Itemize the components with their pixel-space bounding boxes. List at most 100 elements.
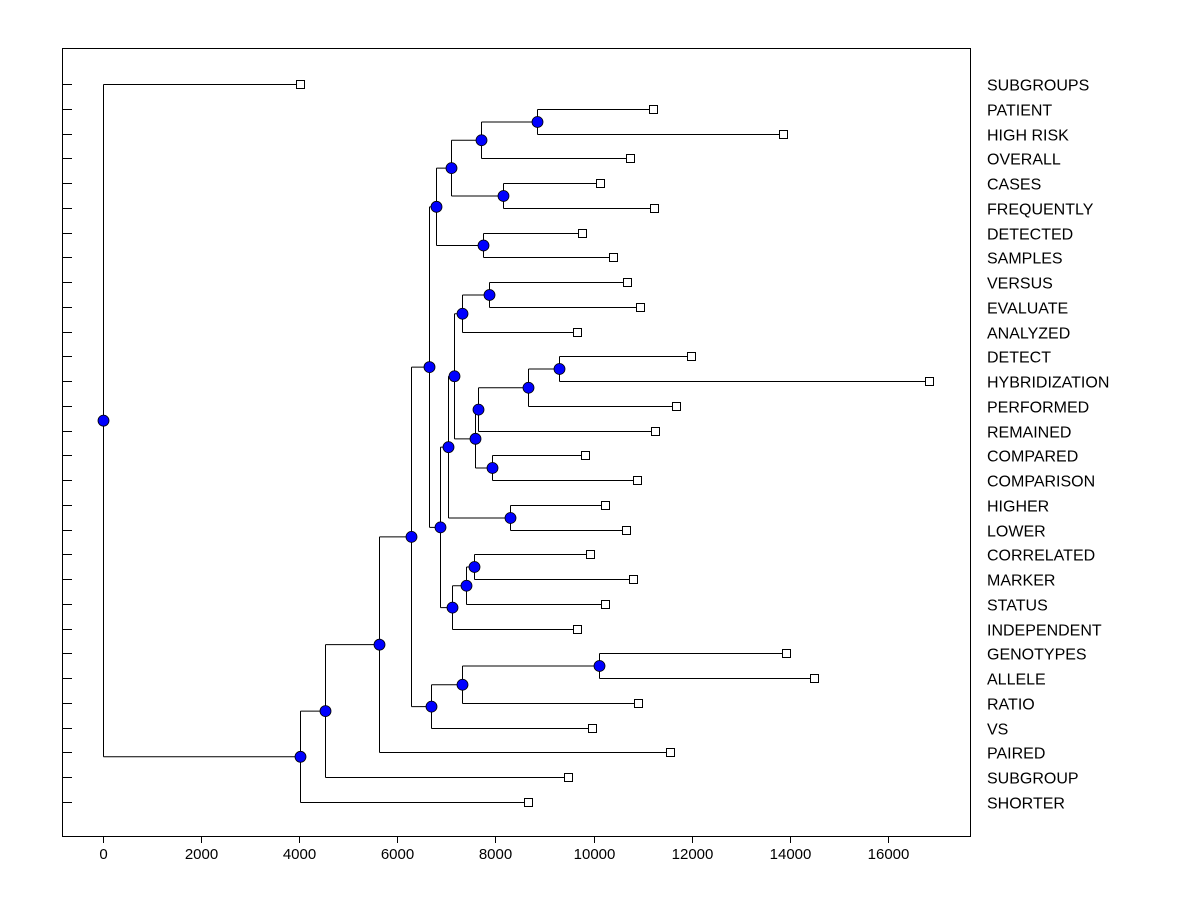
leaf-marker: [925, 377, 934, 386]
leaf-label: EVALUATE: [987, 301, 1068, 318]
merge-node: [486, 462, 499, 474]
merge-node: [475, 134, 488, 147]
leaf-label: CASES: [987, 177, 1041, 194]
merge-node: [483, 289, 496, 301]
leaf-marker: [573, 625, 582, 634]
leaf-marker: [524, 798, 533, 807]
merge-node: [504, 512, 517, 524]
leaf-label: DETECTED: [987, 227, 1073, 244]
merge-node: [445, 162, 458, 175]
leaf-marker: [650, 204, 659, 213]
leaf-label: MARKER: [987, 573, 1055, 590]
leaf-marker: [588, 724, 597, 733]
merge-node: [469, 432, 482, 445]
axis-ticks: 0 2000 4000 6000 8000 10000 12000 14000 16000: [62, 84, 910, 863]
leaf-label: FREQUENTLY: [987, 202, 1094, 219]
merge-node: [430, 200, 443, 213]
x-tick-label: 16000: [868, 846, 910, 863]
leaf-marker: [626, 154, 635, 163]
leaf-label: INDEPENDENT: [987, 623, 1102, 640]
merge-node: [448, 370, 461, 383]
leaf-marker: [629, 575, 638, 584]
leaf-label: SAMPLES: [987, 251, 1063, 268]
merge-node: [522, 381, 535, 394]
leaf-label: SHORTER: [987, 796, 1065, 813]
leaf-marker: [573, 328, 582, 337]
leaf-marker: [666, 748, 675, 757]
merge-node: [97, 414, 110, 427]
leaf-label: PAIRED: [987, 746, 1045, 763]
merge-node: [460, 579, 473, 592]
leaf-label: VERSUS: [987, 276, 1053, 293]
merge-node: [468, 561, 481, 573]
leaf-marker: [636, 303, 645, 312]
leaf-marker: [601, 501, 610, 510]
leaf-marker: [779, 130, 788, 139]
leaf-marker: [586, 550, 595, 559]
merge-node: [442, 441, 455, 454]
x-tick-label: 2000: [185, 846, 218, 863]
leaf-label: HYBRIDIZATION: [987, 375, 1109, 392]
leaf-label: LOWER: [987, 524, 1046, 541]
leaf-label: VS: [987, 722, 1008, 739]
leaf-marker: [601, 600, 610, 609]
leaf-label: PATIENT: [987, 103, 1052, 120]
leaf-marker: [634, 699, 643, 708]
merge-node: [531, 116, 544, 128]
x-tick-label: 12000: [672, 846, 714, 863]
leaf-marker: [649, 105, 658, 114]
merge-node: [434, 521, 447, 534]
leaf-marker: [687, 352, 696, 361]
x-tick-label: 0: [99, 846, 107, 863]
leaf-label: HIGH RISK: [987, 128, 1069, 145]
leaf-label: GENOTYPES: [987, 647, 1087, 664]
leaf-marker: [810, 674, 819, 683]
merge-node: [446, 601, 459, 614]
leaf-marker: [623, 278, 632, 287]
leaf-label: ANALYZED: [987, 326, 1070, 343]
x-tick-label: 10000: [574, 846, 616, 863]
leaf-label: DETECT: [987, 350, 1051, 367]
links: [103, 84, 930, 803]
leaf-marker: [633, 476, 642, 485]
leaf-marker: [596, 179, 605, 188]
merge-node: [553, 363, 566, 375]
leaf-marker: [581, 451, 590, 460]
merge-node: [456, 307, 469, 320]
x-tick-label: 8000: [479, 846, 512, 863]
merge-node: [319, 705, 332, 717]
leaf-label: ALLELE: [987, 672, 1046, 689]
merge-node: [294, 750, 307, 763]
leaf-marker: [651, 427, 660, 436]
leaf-marker: [609, 253, 618, 262]
merge-node: [423, 361, 436, 373]
leaf-label: STATUS: [987, 598, 1048, 615]
leaf-marker: [578, 229, 587, 238]
leaf-marker: [672, 402, 681, 411]
nodes: [97, 116, 606, 763]
leaf-label: COMPARED: [987, 449, 1078, 466]
merge-node: [593, 660, 606, 672]
merge-node: [405, 530, 418, 543]
leaf-marker: [564, 773, 573, 782]
merge-node: [472, 403, 485, 416]
leaf-label: COMPARISON: [987, 474, 1095, 491]
merge-node: [497, 190, 510, 202]
leaf-label: PERFORMED: [987, 400, 1089, 417]
merge-node: [425, 700, 438, 713]
x-tick-label: 6000: [381, 846, 414, 863]
leaf-label: SUBGROUP: [987, 771, 1079, 788]
leaf-label: CORRELATED: [987, 548, 1095, 565]
leaf-marker: [782, 649, 791, 658]
leaf-label: RATIO: [987, 697, 1035, 714]
plot-frame: [62, 48, 971, 837]
leaf-label: HIGHER: [987, 499, 1049, 516]
leaves: SUBGROUPS PATIENT HIGH RISK OVERALL CASES FRE…: [296, 78, 1109, 813]
leaf-label: SUBGROUPS: [987, 78, 1089, 95]
leaf-label: OVERALL: [987, 152, 1061, 169]
leaf-marker: [622, 526, 631, 535]
merge-node: [373, 638, 386, 651]
x-tick-label: 14000: [770, 846, 812, 863]
merge-node: [477, 239, 490, 252]
